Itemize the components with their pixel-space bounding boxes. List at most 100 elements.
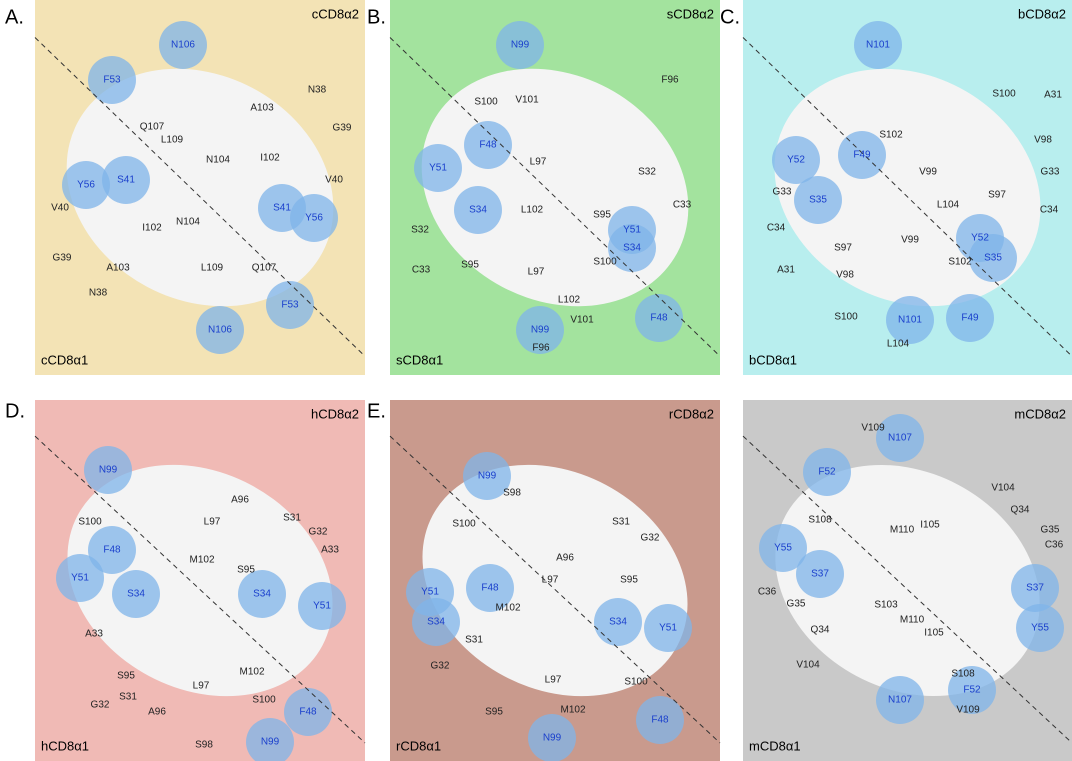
residue-label: V109 — [956, 705, 980, 716]
residue-label: Q107 — [140, 122, 165, 133]
residue-label: L97 — [545, 675, 562, 686]
residue-label: S100 — [78, 517, 102, 528]
chain-label: bCD8α1 — [749, 352, 797, 367]
residue-label: S100 — [452, 519, 476, 530]
residue-label: N99 — [261, 737, 280, 748]
residue-label: N99 — [543, 733, 562, 744]
residue-label: S95 — [485, 707, 503, 718]
residue-label: S108 — [808, 515, 832, 526]
residue-label: L97 — [528, 267, 545, 278]
residue-label: Y51 — [421, 587, 439, 598]
residue-label: S100 — [252, 695, 276, 706]
residue-label: G33 — [773, 187, 792, 198]
chain-label: mCD8α2 — [1014, 406, 1066, 421]
residue-label: F48 — [650, 313, 668, 324]
residue-label: Y56 — [77, 180, 95, 191]
chain-label: mCD8α1 — [749, 738, 801, 753]
residue-label: L104 — [887, 339, 910, 350]
residue-label: L97 — [193, 681, 210, 692]
residue-label: S34 — [623, 243, 641, 254]
residue-label: Y55 — [1031, 623, 1049, 634]
residue-label: V99 — [919, 167, 937, 178]
residue-label: V101 — [515, 95, 539, 106]
residue-label: N107 — [888, 433, 912, 444]
residue-label: N99 — [478, 471, 497, 482]
residue-label: V98 — [1034, 135, 1052, 146]
residue-label: M102 — [560, 705, 585, 716]
residue-label: I105 — [924, 628, 944, 639]
residue-label: F53 — [103, 75, 121, 86]
residue-label: S100 — [474, 97, 498, 108]
residue-label: S31 — [283, 513, 301, 524]
residue-label: L102 — [558, 295, 581, 306]
panel-letter: D. — [5, 400, 25, 422]
residue-label: N104 — [176, 217, 200, 228]
residue-label: F48 — [481, 583, 499, 594]
residue-label: S102 — [879, 130, 903, 141]
residue-label: S34 — [427, 617, 445, 628]
residue-label: N106 — [208, 325, 232, 336]
residue-label: S41 — [273, 203, 291, 214]
residue-label: Y52 — [971, 233, 989, 244]
residue-label: G32 — [641, 533, 660, 544]
residue-label: F49 — [961, 313, 979, 324]
chain-label: rCD8α2 — [669, 406, 714, 421]
residue-label: I102 — [142, 223, 162, 234]
residue-label: S100 — [834, 312, 858, 323]
residue-label: S34 — [469, 205, 487, 216]
residue-label: F48 — [651, 715, 669, 726]
residue-label: S32 — [638, 167, 656, 178]
residue-label: S34 — [609, 617, 627, 628]
residue-label: A103 — [106, 263, 130, 274]
residue-label: S102 — [948, 257, 972, 268]
residue-label: L109 — [161, 135, 184, 146]
residue-label: S100 — [593, 257, 617, 268]
residue-label: G33 — [1041, 167, 1060, 178]
residue-label: Y52 — [787, 155, 805, 166]
residue-label: L97 — [530, 157, 547, 168]
residue-label: V101 — [570, 315, 594, 326]
residue-label: V40 — [325, 175, 343, 186]
residue-label: N38 — [308, 85, 327, 96]
residue-label: S35 — [809, 195, 827, 206]
residue-label: S35 — [984, 253, 1002, 264]
residue-label: V104 — [796, 660, 820, 671]
residue-label: S95 — [237, 565, 255, 576]
residue-label: N107 — [888, 695, 912, 706]
residue-label: G32 — [91, 700, 110, 711]
residue-label: F52 — [818, 467, 836, 478]
residue-label: S97 — [988, 190, 1006, 201]
residue-label: F48 — [299, 707, 317, 718]
residue-label: A96 — [148, 707, 166, 718]
residue-label: S37 — [811, 569, 829, 580]
panel-letter: B. — [367, 6, 386, 28]
residue-label: F96 — [532, 343, 550, 354]
residue-label: S41 — [117, 175, 135, 186]
residue-label: M102 — [239, 667, 264, 678]
residue-label: L104 — [937, 200, 960, 211]
residue-label: F48 — [103, 545, 121, 556]
residue-label: V40 — [51, 203, 69, 214]
residue-label: G35 — [1041, 525, 1060, 536]
residue-label: C34 — [1040, 205, 1059, 216]
residue-label: V104 — [991, 483, 1015, 494]
residue-label: M102 — [189, 555, 214, 566]
residue-label: Q34 — [811, 625, 830, 636]
residue-label: V109 — [861, 423, 885, 434]
residue-label: N106 — [171, 40, 195, 51]
residue-label: S100 — [992, 89, 1016, 100]
residue-label: S31 — [119, 692, 137, 703]
residue-label: Y51 — [623, 225, 641, 236]
residue-label: Q34 — [1011, 505, 1030, 516]
residue-label: S100 — [624, 677, 648, 688]
residue-label: M110 — [900, 615, 925, 626]
chain-label: hCD8α1 — [41, 738, 89, 753]
residue-label: A96 — [231, 495, 249, 506]
residue-label: Y55 — [774, 543, 792, 554]
residue-label: A103 — [250, 103, 274, 114]
residue-label: G39 — [53, 253, 72, 264]
residue-label: G32 — [309, 527, 328, 538]
residue-label: A33 — [85, 629, 103, 640]
chain-label: bCD8α2 — [1018, 6, 1066, 21]
residue-label: N38 — [89, 288, 108, 299]
